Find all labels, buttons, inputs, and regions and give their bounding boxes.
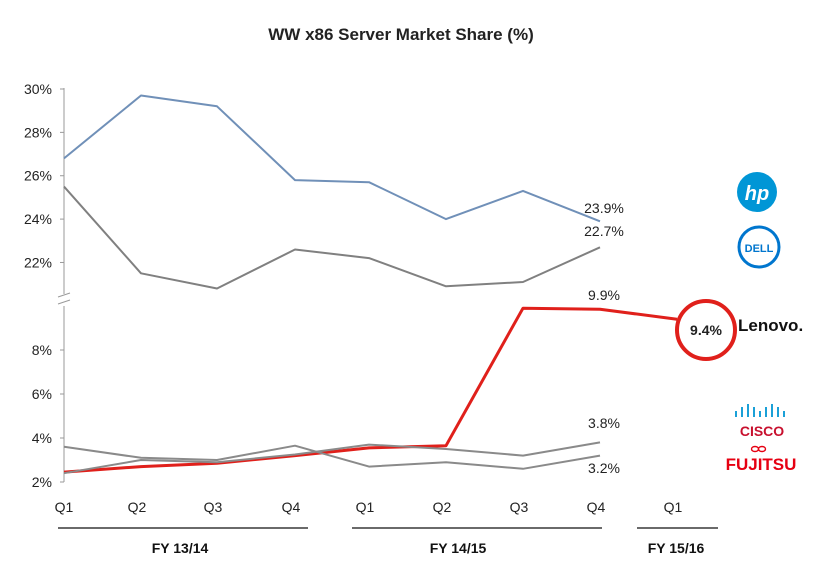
x-tick-label: Q4 (587, 499, 606, 515)
x-tick-label: Q3 (204, 499, 223, 515)
fujitsu-infinity-icon (750, 445, 767, 453)
x-tick-label: Q1 (356, 499, 375, 515)
cisco-bars-icon (735, 404, 785, 417)
x-tick-label: Q1 (55, 499, 74, 515)
y-tick-label: 6% (32, 386, 52, 402)
dell-logo-text: DELL (745, 243, 774, 255)
y-tick-label: 4% (32, 430, 52, 446)
data-label-fujitsu: 3.2% (588, 460, 620, 476)
axis-break-marker (57, 292, 71, 305)
y-tick-label: 2% (32, 474, 52, 490)
y-tick-label: 8% (32, 342, 52, 358)
fy-1516-label: FY 15/16 (648, 540, 705, 556)
y-tick-label: 26% (24, 168, 52, 184)
dell-logo: DELL (737, 225, 781, 269)
y-tick-label: 22% (24, 254, 52, 270)
fy-1415-label: FY 14/15 (430, 540, 487, 556)
data-label-dell: 22.7% (584, 223, 624, 239)
x-tick-label: Q4 (282, 499, 301, 515)
lenovo-logo: Lenovo. (738, 316, 803, 335)
hp-logo: hp (737, 172, 777, 212)
fy-1314-label: FY 13/14 (152, 540, 209, 556)
series-line-lenovo (63, 306, 678, 474)
series-line-fujitsu (63, 444, 601, 470)
fujitsu-logo: FUJITSU (726, 445, 797, 474)
x-tick-label: Q2 (128, 499, 147, 515)
series-line-cisco (63, 441, 601, 475)
series-line-hp (63, 94, 601, 223)
cisco-logo-text: CISCO (740, 423, 784, 439)
lenovo-highlight: 9.4% (675, 299, 737, 361)
lenovo-highlight-label: 9.4% (690, 322, 722, 338)
hp-logo-text: hp (745, 183, 769, 205)
x-tick-label: Q3 (510, 499, 529, 515)
y-tick-label: 30% (24, 81, 52, 97)
x-tick-label: Q2 (433, 499, 452, 515)
y-tick-label: 28% (24, 124, 52, 140)
data-label-lenovo: 9.9% (588, 287, 620, 303)
y-tick-label: 24% (24, 211, 52, 227)
fujitsu-logo-text: FUJITSU (726, 455, 797, 474)
x-tick-label: Q1 (664, 499, 683, 515)
cisco-logo: CISCO (735, 404, 785, 439)
data-label-cisco: 3.8% (588, 415, 620, 431)
chart-title: WW x86 Server Market Share (%) (268, 25, 534, 44)
data-label-hp: 23.9% (584, 200, 624, 216)
series-line-dell (63, 185, 601, 290)
